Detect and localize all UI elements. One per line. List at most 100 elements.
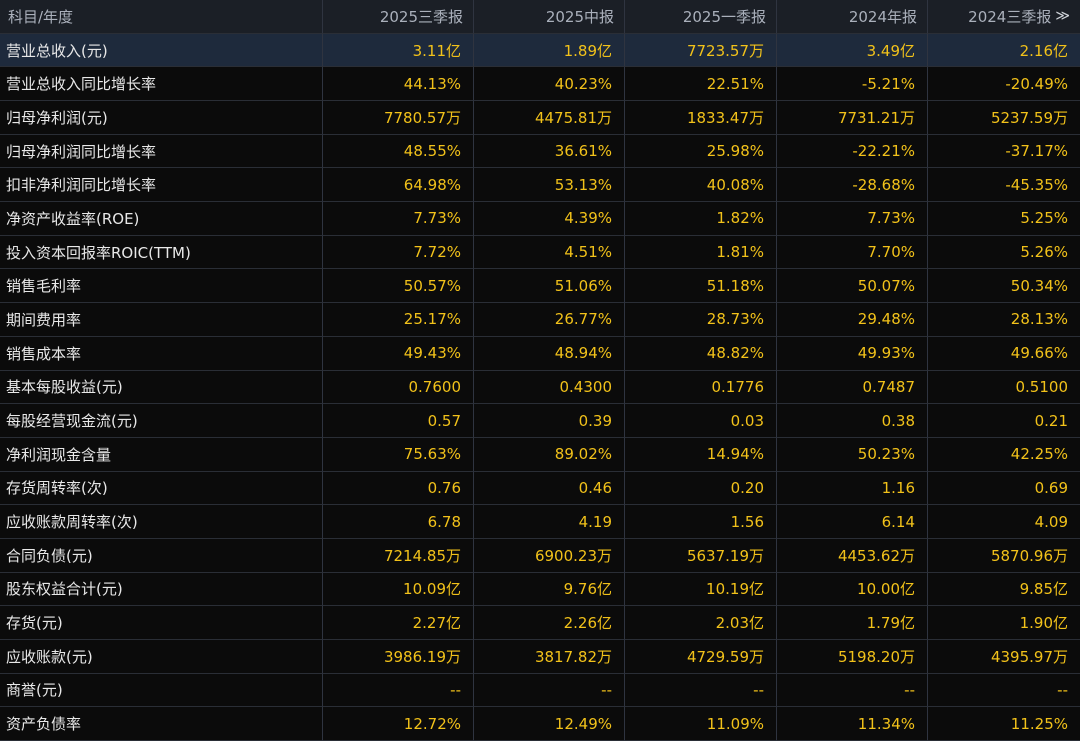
row-value-cell: 1.89亿 xyxy=(474,33,625,68)
row-value-cell: 0.20 xyxy=(625,471,777,506)
row-value-cell: 36.61% xyxy=(474,134,625,169)
row-value-cell: 7723.57万 xyxy=(625,33,777,68)
row-value-cell: 40.08% xyxy=(625,168,777,203)
row-value-cell: 11.09% xyxy=(625,707,777,741)
row-label: 每股经营现金流(元) xyxy=(0,404,323,438)
row-value-cell: 48.55% xyxy=(323,134,474,169)
row-value-cell: 7.73% xyxy=(777,202,928,236)
row-value-cell: 0.38 xyxy=(777,404,928,438)
row-value-cell: 0.7487 xyxy=(777,370,928,405)
row-value-cell: 5198.20万 xyxy=(777,639,928,674)
row-value-cell: 1.81% xyxy=(625,235,777,270)
row-value-cell: 2.03亿 xyxy=(625,606,777,640)
header-label: 科目/年度 xyxy=(0,0,323,34)
row-label: 应收账款周转率(次) xyxy=(0,505,323,539)
row-label: 扣非净利润同比增长率 xyxy=(0,168,323,203)
row-value-cell: 48.94% xyxy=(474,336,625,371)
row-value-cell: 89.02% xyxy=(474,437,625,472)
row-value-cell: 11.25% xyxy=(928,707,1080,741)
row-value-cell: 12.49% xyxy=(474,707,625,741)
row-value-cell: 0.1776 xyxy=(625,370,777,405)
row-value-cell: -- xyxy=(625,673,777,708)
double-chevron-right-icon[interactable]: ≫ xyxy=(1055,8,1070,25)
row-value-cell: 42.25% xyxy=(928,437,1080,472)
row-value-cell: -28.68% xyxy=(777,168,928,203)
row-value-cell: -- xyxy=(474,673,625,708)
row-label: 投入资本回报率ROIC(TTM) xyxy=(0,235,323,270)
row-value-cell: 12.72% xyxy=(323,707,474,741)
row-value-cell: 49.93% xyxy=(777,336,928,371)
row-value-cell: 7.70% xyxy=(777,235,928,270)
row-value-cell: 4.51% xyxy=(474,235,625,270)
row-value-cell: 7.72% xyxy=(323,235,474,270)
row-value-cell: 6.78 xyxy=(323,505,474,539)
row-value-cell: 7.73% xyxy=(323,202,474,236)
row-value-cell: 4453.62万 xyxy=(777,538,928,573)
row-value-cell: 10.00亿 xyxy=(777,572,928,607)
row-value-cell: 6.14 xyxy=(777,505,928,539)
row-value-cell: 1833.47万 xyxy=(625,101,777,135)
row-value-cell: 4475.81万 xyxy=(474,101,625,135)
row-value-cell: 50.23% xyxy=(777,437,928,472)
row-value-cell: -5.21% xyxy=(777,67,928,102)
row-value-cell: 1.82% xyxy=(625,202,777,236)
row-value-cell: 44.13% xyxy=(323,67,474,102)
row-value-cell: 5637.19万 xyxy=(625,538,777,573)
row-value-cell: 11.34% xyxy=(777,707,928,741)
row-label: 商誉(元) xyxy=(0,673,323,708)
row-value-cell: 0.7600 xyxy=(323,370,474,405)
row-value-cell: 0.39 xyxy=(474,404,625,438)
row-value-cell: 25.98% xyxy=(625,134,777,169)
row-label: 净利润现金含量 xyxy=(0,437,323,472)
row-value-cell: 7780.57万 xyxy=(323,101,474,135)
row-value-cell: 1.79亿 xyxy=(777,606,928,640)
row-value-cell: 64.98% xyxy=(323,168,474,203)
row-label: 销售毛利率 xyxy=(0,269,323,304)
header-col-2025-h1[interactable]: 2025中报 xyxy=(474,0,625,34)
row-label: 期间费用率 xyxy=(0,303,323,337)
row-value-cell: -- xyxy=(928,673,1080,708)
row-value-cell: -20.49% xyxy=(928,67,1080,102)
row-value-cell: 9.85亿 xyxy=(928,572,1080,607)
row-value-cell: 3986.19万 xyxy=(323,639,474,674)
row-value-cell: 3817.82万 xyxy=(474,639,625,674)
row-value-cell: 9.76亿 xyxy=(474,572,625,607)
header-col-2024-annual[interactable]: 2024年报 xyxy=(777,0,928,34)
row-value-cell: 22.51% xyxy=(625,67,777,102)
row-value-cell: 1.90亿 xyxy=(928,606,1080,640)
header-col-2025-q1[interactable]: 2025一季报 xyxy=(625,0,777,34)
row-value-cell: 0.57 xyxy=(323,404,474,438)
row-value-cell: 0.76 xyxy=(323,471,474,506)
row-value-cell: 2.16亿 xyxy=(928,33,1080,68)
row-value-cell: -- xyxy=(777,673,928,708)
row-value-cell: 1.56 xyxy=(625,505,777,539)
row-value-cell: 14.94% xyxy=(625,437,777,472)
row-value-cell: 7731.21万 xyxy=(777,101,928,135)
row-value-cell: 5237.59万 xyxy=(928,101,1080,135)
row-value-cell: 50.07% xyxy=(777,269,928,304)
row-value-cell: -45.35% xyxy=(928,168,1080,203)
row-label: 净资产收益率(ROE) xyxy=(0,202,323,236)
row-value-cell: 51.06% xyxy=(474,269,625,304)
row-label: 应收账款(元) xyxy=(0,639,323,674)
row-label: 营业总收入同比增长率 xyxy=(0,67,323,102)
row-value-cell: 0.5100 xyxy=(928,370,1080,405)
row-value-cell: 10.19亿 xyxy=(625,572,777,607)
row-value-cell: 4395.97万 xyxy=(928,639,1080,674)
row-value-cell: -- xyxy=(323,673,474,708)
row-value-cell: 2.26亿 xyxy=(474,606,625,640)
row-value-cell: 10.09亿 xyxy=(323,572,474,607)
header-col-2024-q3[interactable]: 2024三季报 xyxy=(968,7,1052,26)
row-label: 基本每股收益(元) xyxy=(0,370,323,405)
row-label: 合同负债(元) xyxy=(0,538,323,573)
row-value-cell: 51.18% xyxy=(625,269,777,304)
header-col-2025-q3[interactable]: 2025三季报 xyxy=(323,0,474,34)
row-value-cell: 0.21 xyxy=(928,404,1080,438)
row-value-cell: 50.57% xyxy=(323,269,474,304)
row-value-cell: 4.19 xyxy=(474,505,625,539)
row-value-cell: 29.48% xyxy=(777,303,928,337)
row-label: 销售成本率 xyxy=(0,336,323,371)
row-value-cell: 28.13% xyxy=(928,303,1080,337)
row-value-cell: 28.73% xyxy=(625,303,777,337)
row-label: 存货周转率(次) xyxy=(0,471,323,506)
